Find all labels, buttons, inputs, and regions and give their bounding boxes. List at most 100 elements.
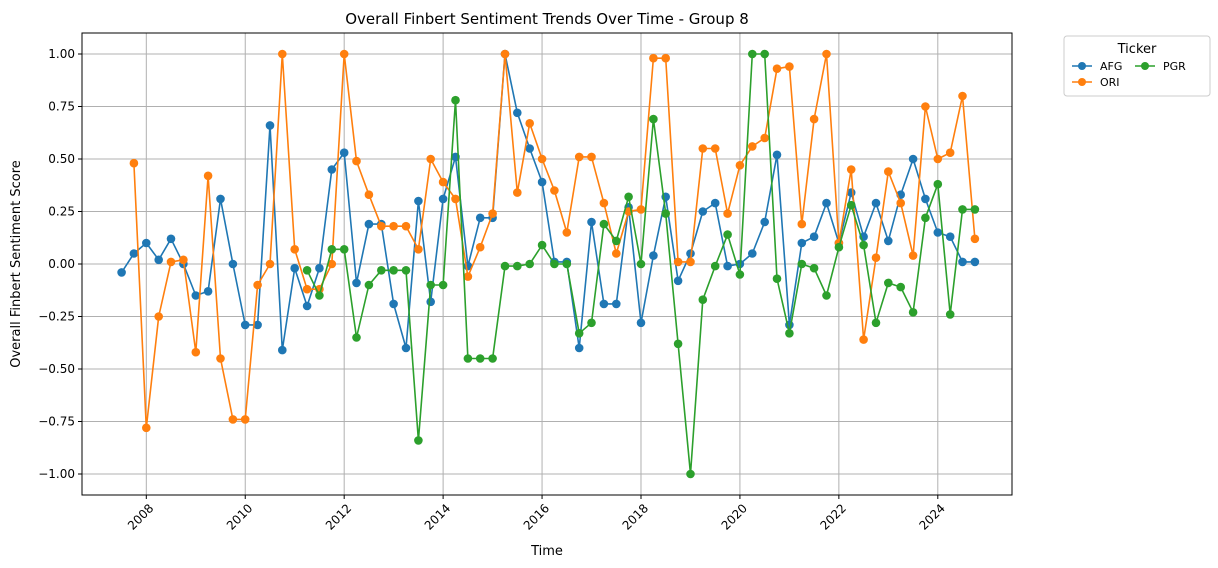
data-point-ori xyxy=(896,198,905,208)
data-point-pgr xyxy=(389,266,398,275)
y-axis-label: Overall Finbert Sentiment Score xyxy=(9,160,24,368)
data-point-afg xyxy=(475,213,485,223)
legend-label: AFG xyxy=(1100,60,1122,73)
data-point-afg xyxy=(129,249,139,258)
data-point-afg xyxy=(612,299,621,309)
data-point-pgr xyxy=(500,261,510,271)
data-point-pgr xyxy=(451,95,460,105)
data-point-ori xyxy=(612,249,621,258)
data-point-pgr xyxy=(414,436,423,445)
data-point-afg xyxy=(438,194,448,204)
data-point-afg xyxy=(253,320,262,330)
data-point-pgr xyxy=(822,291,831,300)
data-point-afg xyxy=(871,198,881,208)
data-point-pgr xyxy=(364,280,374,290)
data-point-afg xyxy=(723,261,732,271)
data-point-ori xyxy=(908,251,918,260)
data-point-pgr xyxy=(896,282,905,292)
data-point-afg xyxy=(636,318,646,328)
data-point-afg xyxy=(970,257,980,267)
y-tick-label: −0.75 xyxy=(38,415,75,429)
data-point-afg xyxy=(797,238,807,248)
data-point-pgr xyxy=(846,200,856,210)
data-point-afg xyxy=(191,291,201,300)
data-point-pgr xyxy=(735,270,745,279)
data-point-ori xyxy=(191,347,201,357)
data-point-pgr xyxy=(809,263,819,273)
series-line-afg xyxy=(120,53,975,351)
data-point-afg xyxy=(401,343,411,353)
data-point-ori xyxy=(772,64,782,73)
legend-title: Ticker xyxy=(1117,42,1157,57)
data-point-pgr xyxy=(438,280,448,290)
data-point-ori xyxy=(921,102,930,111)
data-point-pgr xyxy=(933,179,943,189)
data-point-pgr xyxy=(352,333,361,342)
data-point-afg xyxy=(290,263,300,273)
data-point-afg xyxy=(525,144,534,153)
data-point-pgr xyxy=(302,266,312,275)
data-point-pgr xyxy=(760,49,769,59)
data-point-afg xyxy=(352,278,361,288)
y-axis: −1.00 −0.75 −0.50 −0.25 0.00 0.25 0.50 0.75 1.00 xyxy=(38,47,82,481)
data-point-pgr xyxy=(723,230,732,239)
data-point-ori xyxy=(587,152,596,162)
data-point-pgr xyxy=(401,266,411,275)
data-point-ori xyxy=(500,49,510,59)
data-point-afg xyxy=(278,345,287,355)
y-tick-label: −0.25 xyxy=(38,310,75,324)
data-point-ori xyxy=(302,284,312,294)
data-point-afg xyxy=(958,257,967,267)
data-point-ori xyxy=(513,188,522,197)
series-afg xyxy=(117,49,980,355)
data-point-ori xyxy=(364,190,374,199)
data-point-afg xyxy=(142,238,151,248)
data-point-pgr xyxy=(958,205,967,214)
data-point-pgr xyxy=(884,278,893,288)
data-point-ori xyxy=(562,228,572,237)
data-point-ori xyxy=(278,49,287,59)
data-point-pgr xyxy=(785,329,794,338)
data-point-ori xyxy=(216,354,225,363)
data-point-ori xyxy=(240,415,250,424)
data-point-afg xyxy=(649,251,658,260)
data-point-afg xyxy=(884,236,893,246)
data-point-pgr xyxy=(686,469,695,479)
legend-marker xyxy=(1141,62,1149,70)
data-point-afg xyxy=(327,165,337,174)
data-point-ori xyxy=(933,154,943,164)
x-axis-label: Time xyxy=(530,544,563,559)
data-point-ori xyxy=(574,152,584,162)
data-point-pgr xyxy=(908,308,918,317)
data-point-afg xyxy=(389,299,398,309)
y-tick-label: 1.00 xyxy=(48,47,75,61)
data-point-pgr xyxy=(710,261,720,271)
series-pgr xyxy=(302,49,980,479)
data-point-afg xyxy=(537,177,547,187)
data-point-ori xyxy=(958,91,967,101)
legend-label: PGR xyxy=(1163,60,1186,73)
data-point-ori xyxy=(179,255,188,265)
data-point-ori xyxy=(438,177,448,187)
data-point-ori xyxy=(352,156,361,166)
data-point-afg xyxy=(265,121,275,130)
data-point-pgr xyxy=(970,205,980,214)
data-point-ori xyxy=(698,144,708,153)
data-point-ori xyxy=(859,335,868,344)
data-point-afg xyxy=(117,268,126,277)
data-point-pgr xyxy=(797,259,807,269)
data-point-ori xyxy=(846,165,856,174)
data-point-ori xyxy=(154,312,163,321)
data-point-pgr xyxy=(921,213,930,223)
chart-title: Overall Finbert Sentiment Trends Over Ti… xyxy=(345,10,749,28)
data-point-pgr xyxy=(636,259,646,269)
legend: Ticker AFG ORI PGR xyxy=(1063,35,1211,97)
data-point-ori xyxy=(970,234,980,244)
data-point-pgr xyxy=(426,280,436,290)
data-point-ori xyxy=(203,171,213,181)
data-point-afg xyxy=(315,263,324,273)
data-point-pgr xyxy=(537,240,547,250)
data-point-ori xyxy=(797,219,807,229)
data-point-pgr xyxy=(315,291,324,300)
data-point-afg xyxy=(587,217,596,227)
